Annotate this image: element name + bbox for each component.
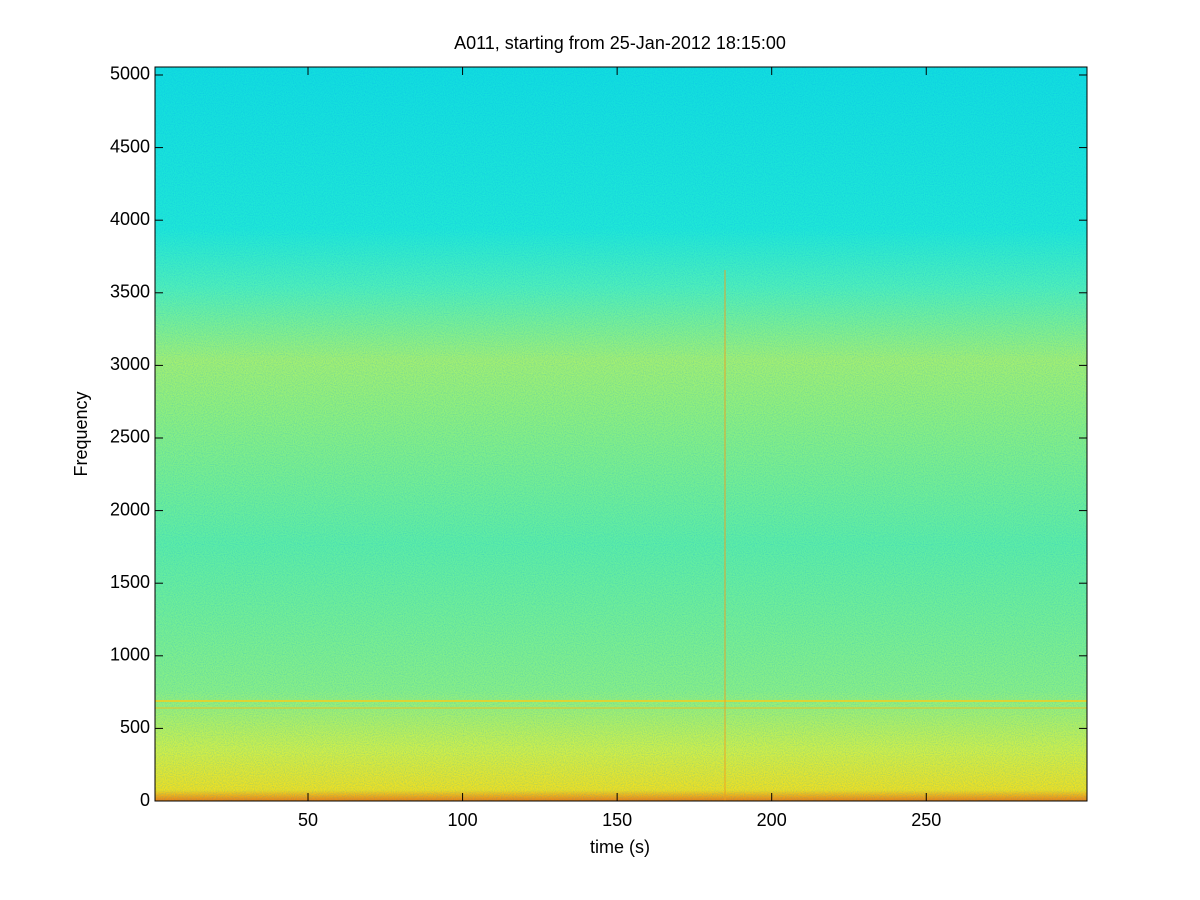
y-tick-label: 4000 [110,209,150,229]
chart-title: A011, starting from 25-Jan-2012 18:15:00 [454,33,786,53]
y-tick-label: 4500 [110,136,150,156]
y-tick-label: 5000 [110,64,150,84]
x-tick-label: 250 [911,810,941,830]
x-tick-label: 100 [448,810,478,830]
x-tick-label: 200 [757,810,787,830]
y-tick-label: 3000 [110,354,150,374]
plot-area [154,66,1088,802]
y-tick-label: 2000 [110,499,150,519]
y-tick-label: 3500 [110,282,150,302]
y-tick-label: 500 [120,717,150,737]
y-axis-label: Frequency [71,391,91,476]
x-tick-label: 150 [602,810,632,830]
x-tick-label: 50 [298,810,318,830]
spectrogram-noise [155,67,1087,801]
y-tick-label: 1000 [110,645,150,665]
x-axis-label: time (s) [590,837,650,857]
axes-frame [154,66,1088,802]
y-tick-label: 0 [140,790,150,810]
y-tick-label: 1500 [110,572,150,592]
y-tick-label: 2500 [110,427,150,447]
